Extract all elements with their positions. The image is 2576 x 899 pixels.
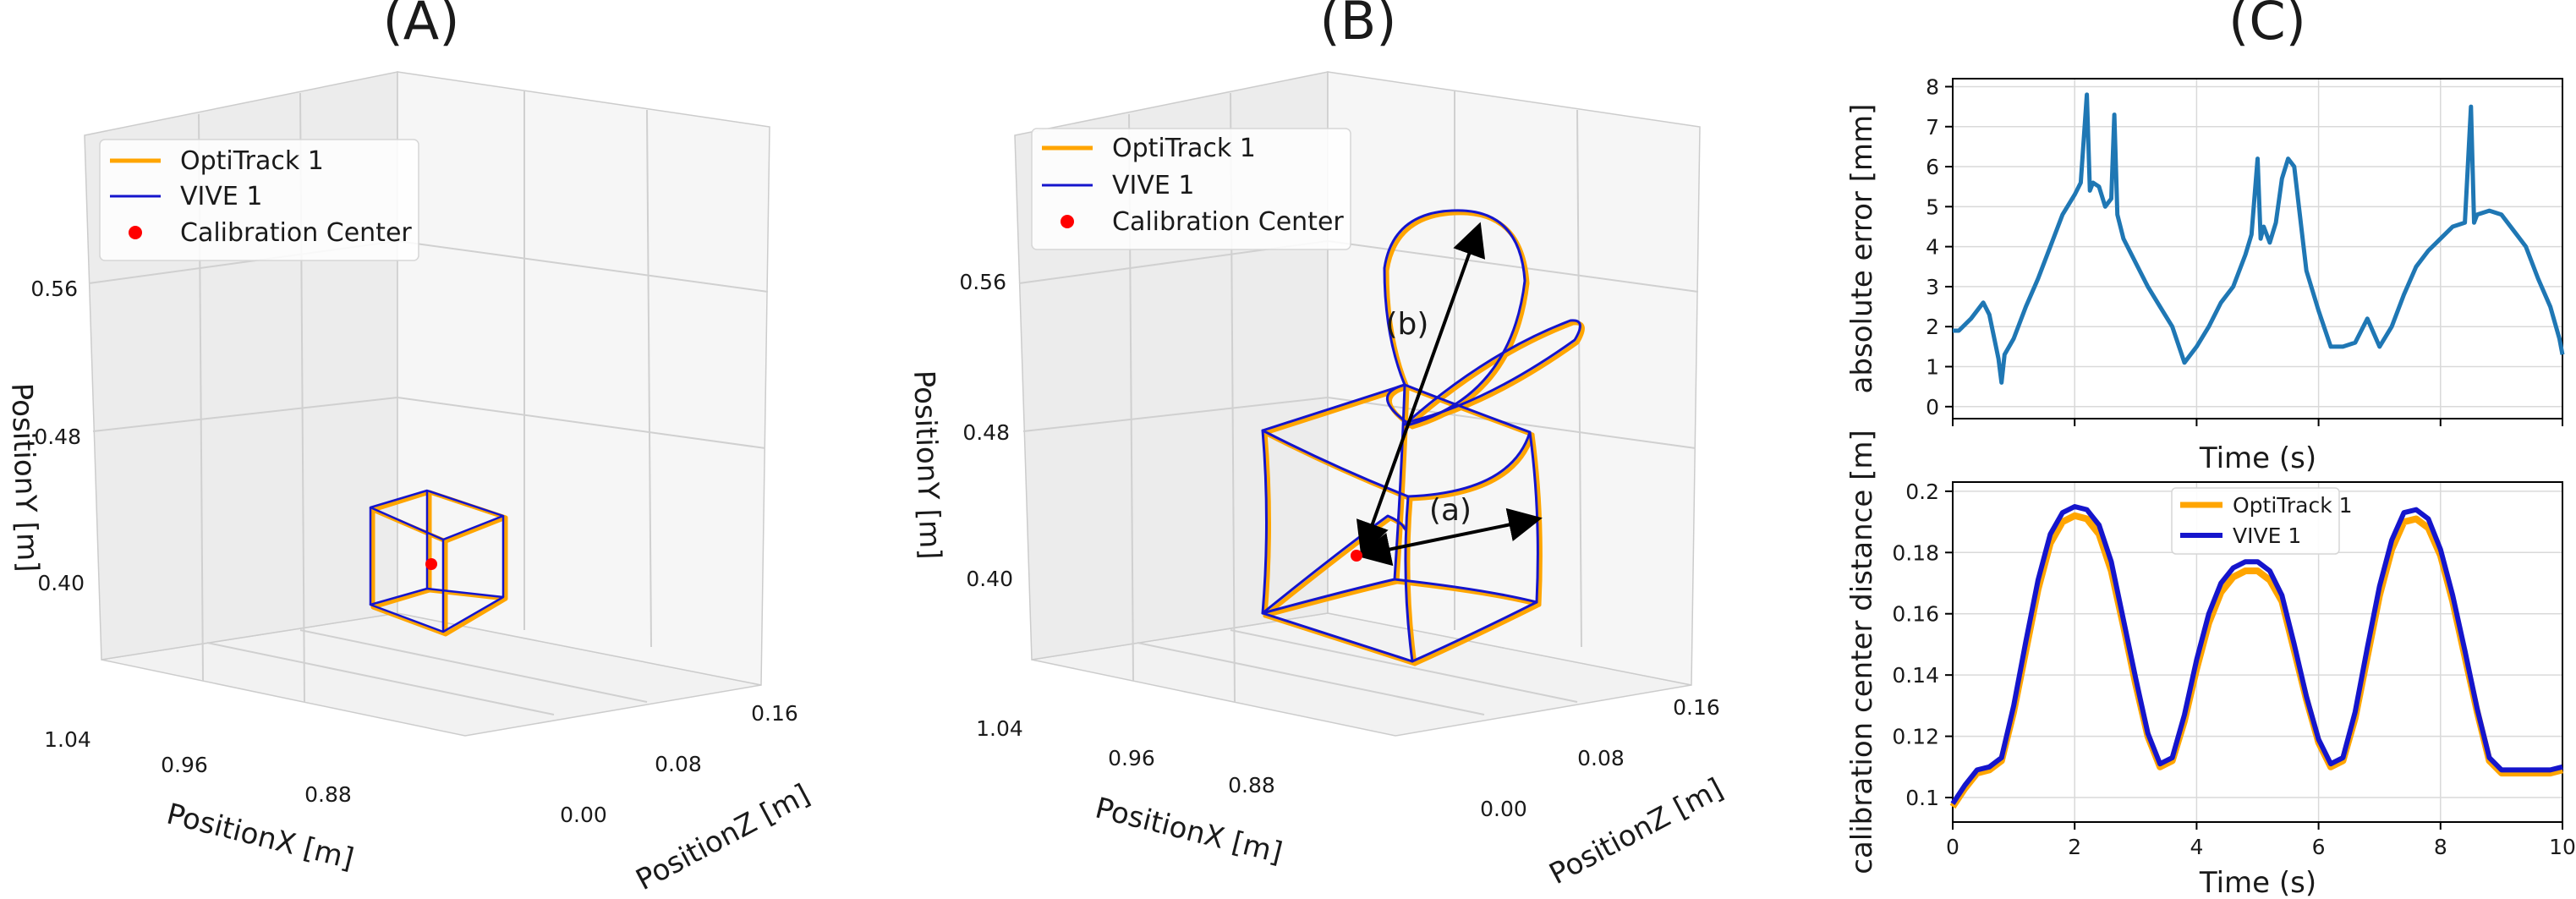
c-bottom-xtick-label: 2	[2068, 835, 2081, 859]
c-top-plot: 0 1 2 3 4 5 6 7 8 Time (s) absolute error [mm]	[1845, 74, 2565, 475]
c-bottom-xlabel: Time (s)	[2199, 866, 2316, 899]
c-bottom-xtick-label: 6	[2312, 835, 2326, 859]
c-bottom-frame	[1952, 481, 2563, 823]
b-ylabel: PositionZ [m]	[1544, 772, 1729, 891]
b-ytick-008: 0.08	[1577, 746, 1625, 770]
panel-c-2d: 0 1 2 3 4 5 6 7 8 Time (s) absolute error [mm] 0…	[1845, 74, 2576, 899]
c-top-xlabel: Time (s)	[2199, 441, 2316, 475]
b-xlabel: PositionX [m]	[1092, 792, 1285, 871]
a-zlabel: PositionY [m]	[4, 382, 45, 573]
grid-lines	[1018, 91, 1699, 715]
c-top-ytick-label: 0	[1926, 395, 1939, 419]
b-legend-label-vive: VIVE 1	[1112, 171, 1194, 200]
c-top-series-error	[1953, 92, 2565, 385]
a-xtick-096: 0.96	[161, 753, 208, 777]
b-ztick-048: 0.48	[962, 420, 1010, 445]
panel-title-a: (A)	[383, 0, 460, 52]
b-legend-label-optitrack: OptiTrack 1	[1112, 134, 1256, 163]
a-ztick-048: 0.48	[34, 425, 81, 449]
c-top-ticks: 0 1 2 3 4 5 6 7 8	[1926, 74, 2563, 426]
a-legend-label-vive: VIVE 1	[180, 182, 262, 211]
c-bottom-ytick-label: 0.14	[1892, 663, 1939, 688]
b-ytick-000: 0.00	[1480, 797, 1527, 821]
c-bottom-ytick-label: 0.12	[1892, 725, 1939, 749]
c-bottom-ytick-label: 0.1	[1905, 786, 1939, 810]
a-xtick-088: 0.88	[304, 782, 352, 807]
b-arrow-b	[1356, 222, 1486, 556]
panel-a-3d: 0.56 0.48 0.40 1.04 0.96 0.88 0.00 0.08 …	[4, 71, 815, 897]
b-ztick-040: 0.40	[966, 567, 1013, 591]
a-series-vive	[369, 489, 505, 633]
c-top-frame	[1952, 78, 2563, 419]
c-bottom-xtick-label: 4	[2190, 835, 2203, 859]
b-ztick-056: 0.56	[959, 270, 1006, 294]
c-top-ytick-label: 6	[1926, 155, 1939, 179]
a-xtick-104: 1.04	[44, 727, 91, 752]
a-legend-box	[99, 139, 419, 261]
b-ytick-016: 0.16	[1673, 695, 1720, 720]
b-annotation-b: (b)	[1386, 307, 1429, 342]
a-ztick-040: 0.40	[37, 571, 85, 595]
a-xlabel: PositionX [m]	[163, 798, 357, 877]
a-legend-label-optitrack: OptiTrack 1	[180, 146, 324, 176]
panel-title-c: (C)	[2228, 0, 2306, 52]
b-xtick-096: 0.96	[1108, 746, 1155, 770]
c-bottom-plot: 0 2 4 6 8 10 0.1 0.12 0.14 0.16 0.18 0.2 Time (s) c…	[1845, 430, 2576, 899]
c-top-ytick-label: 3	[1926, 275, 1939, 299]
grid-lines	[88, 91, 769, 715]
b-calibration-center	[1351, 550, 1362, 562]
c-top-ytick-label: 8	[1926, 74, 1939, 99]
c-top-ytick-label: 1	[1926, 355, 1939, 380]
c-bottom-legend-label-optitrack: OptiTrack 1	[2233, 493, 2353, 518]
c-bottom-legend-label-vive: VIVE 1	[2233, 524, 2301, 548]
a-ztick-056: 0.56	[30, 277, 78, 301]
c-bottom-ticks: 0 2 4 6 8 10 0.1 0.12 0.14 0.16 0.18 0.2	[1892, 480, 2576, 859]
c-bottom-legend: OptiTrack 1 VIVE 1	[2171, 487, 2353, 555]
c-bottom-ytick-label: 0.16	[1892, 602, 1939, 627]
panel-title-b: (B)	[1320, 0, 1397, 52]
c-top-ytick-label: 5	[1926, 195, 1939, 219]
c-top-ytick-label: 7	[1926, 115, 1939, 140]
b-legend-box	[1031, 128, 1351, 250]
a-ytick-008: 0.08	[655, 752, 702, 776]
c-bottom-ytick-label: 0.2	[1905, 480, 1939, 504]
panel-b-3d: 0.56 0.48 0.40 1.04 0.96 0.88 0.00 0.08 …	[907, 71, 1729, 891]
c-bottom-xtick-label: 8	[2434, 835, 2447, 859]
c-top-ytick-label: 4	[1926, 235, 1939, 260]
b-xtick-088: 0.88	[1228, 773, 1275, 798]
b-legend-swatch-calib	[1061, 215, 1074, 228]
c-bottom-series-vive	[1950, 504, 2563, 805]
a-legend-swatch-calib	[129, 226, 142, 239]
a-legend: OptiTrack 1 VIVE 1 Calibration Center	[99, 139, 419, 261]
c-bottom-xtick-label: 0	[1946, 835, 1959, 859]
a-ylabel: PositionZ [m]	[631, 778, 815, 897]
c-top-ytick-label: 2	[1926, 315, 1939, 339]
a-legend-label-calib: Calibration Center	[180, 218, 412, 248]
b-legend: OptiTrack 1 VIVE 1 Calibration Center	[1031, 128, 1351, 250]
a-ytick-000: 0.00	[560, 803, 607, 827]
b-annotation-a: (a)	[1429, 493, 1472, 528]
a-calibration-center	[425, 558, 437, 570]
c-bottom-xtick-label: 10	[2549, 835, 2576, 859]
c-top-ylabel: absolute error [mm]	[1845, 104, 1879, 394]
a-ytick-016: 0.16	[751, 701, 798, 726]
b-xtick-104: 1.04	[976, 716, 1023, 741]
b-zlabel: PositionY [m]	[907, 370, 947, 560]
c-bottom-ylabel: calibration center distance [m]	[1845, 430, 1879, 874]
c-bottom-ytick-label: 0.18	[1892, 540, 1939, 565]
b-legend-label-calib: Calibration Center	[1112, 207, 1344, 237]
